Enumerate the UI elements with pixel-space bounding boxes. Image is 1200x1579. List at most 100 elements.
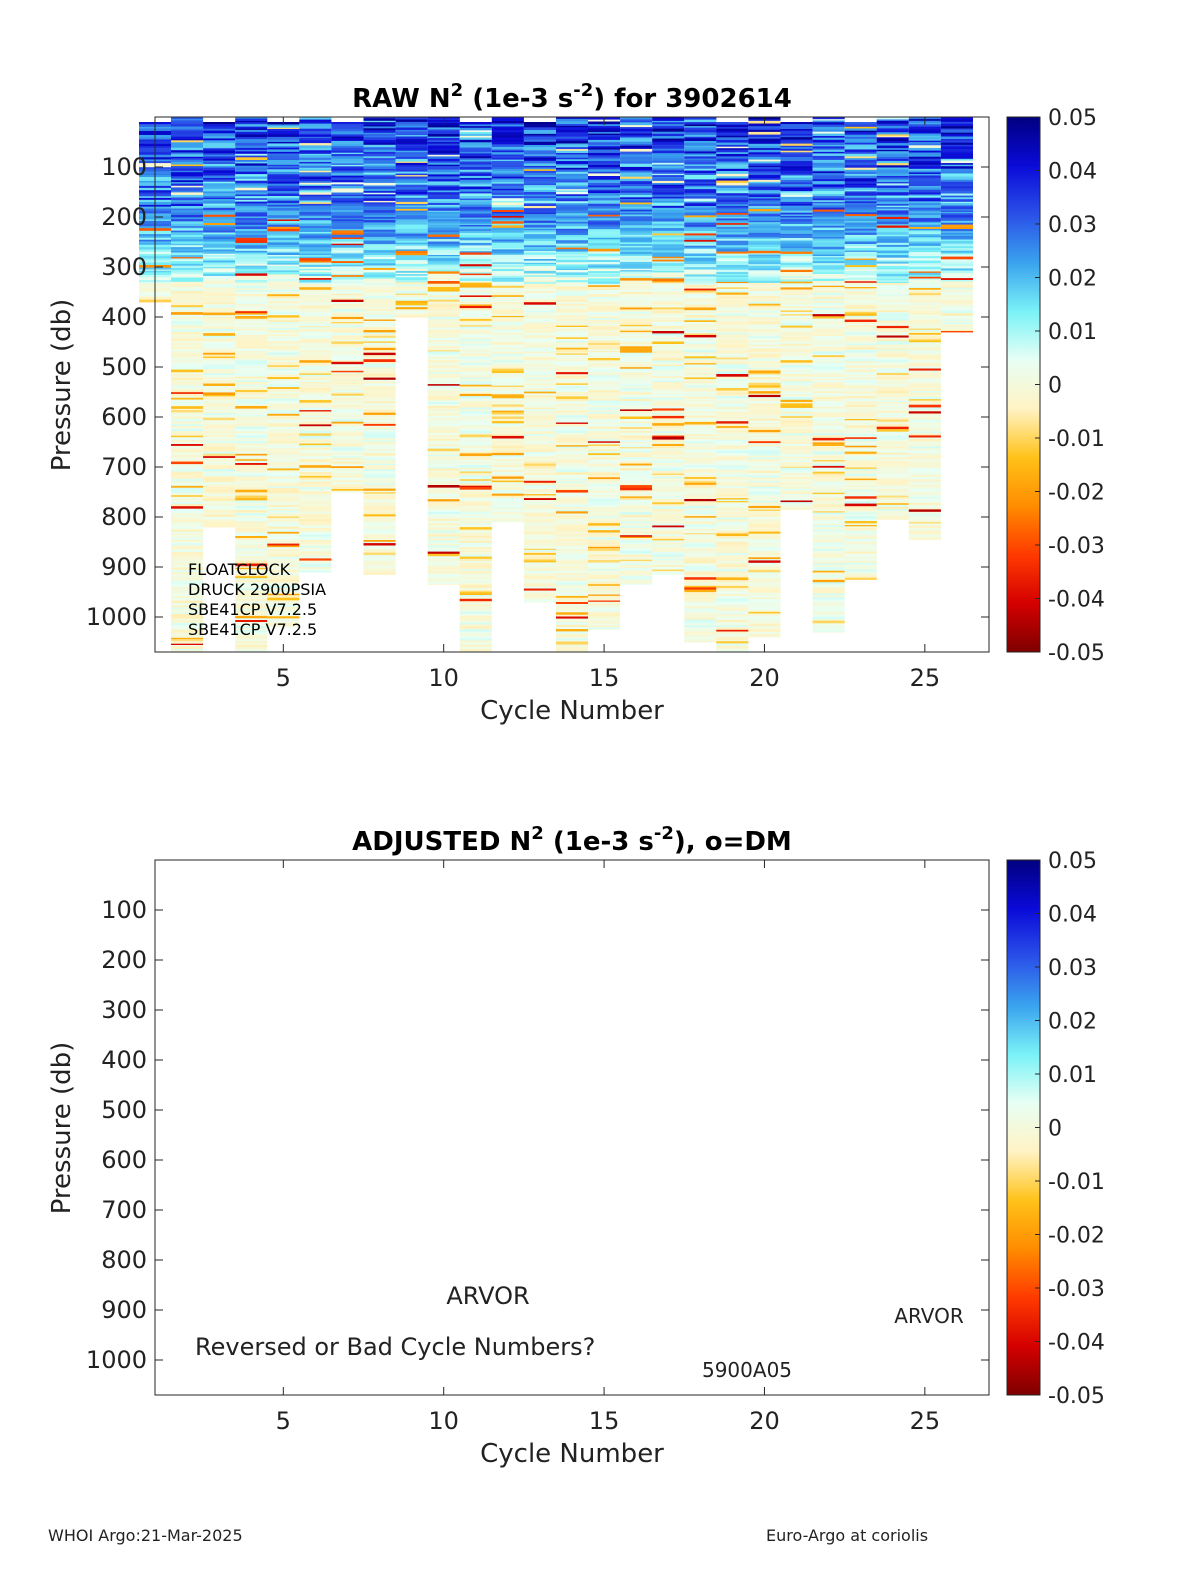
heatmap-cell — [684, 389, 716, 392]
heatmap-cell — [460, 347, 492, 350]
heatmap-cell — [267, 279, 299, 282]
heatmap-cell — [524, 324, 556, 327]
heatmap-cell — [171, 148, 203, 151]
heatmap-cell — [331, 364, 363, 367]
profile-column — [331, 122, 363, 492]
heatmap-cell — [203, 205, 235, 208]
heatmap-cell — [428, 225, 460, 228]
heatmap-cell — [748, 126, 780, 129]
heatmap-cell — [460, 354, 492, 357]
heatmap-cell — [716, 202, 748, 205]
heatmap-cell — [652, 358, 684, 361]
heatmap-cell — [524, 495, 556, 498]
heatmap-cell — [492, 203, 524, 206]
heatmap-cell — [684, 510, 716, 513]
heatmap-cell — [716, 437, 748, 440]
heatmap-cell — [620, 332, 652, 334]
heatmap-cell — [331, 473, 363, 476]
heatmap-cell — [492, 269, 524, 272]
heatmap-cell — [364, 523, 396, 526]
heatmap-cell — [171, 476, 203, 479]
heatmap-cell — [364, 350, 396, 353]
heatmap-cell — [684, 634, 716, 637]
heatmap-cell — [331, 259, 363, 262]
heatmap-cell — [460, 328, 492, 330]
heatmap-cell — [492, 155, 524, 157]
heatmap-cell — [331, 248, 363, 251]
heatmap-cell — [652, 201, 684, 203]
heatmap-cell — [524, 342, 556, 345]
heatmap-cell — [556, 224, 588, 227]
heatmap-cell — [203, 510, 235, 513]
heatmap-cell — [813, 482, 845, 485]
heatmap-cell — [556, 376, 588, 379]
heatmap-cell — [781, 365, 813, 368]
heatmap-cell — [267, 261, 299, 264]
heatmap-cell — [620, 433, 652, 436]
heatmap-cell — [588, 501, 620, 504]
heatmap-cell — [331, 333, 363, 336]
heatmap-cell — [556, 257, 588, 260]
heatmap-cell — [428, 374, 460, 377]
heatmap-cell — [171, 198, 203, 201]
heatmap-cell — [588, 316, 620, 318]
heatmap-cell — [588, 629, 620, 630]
heatmap-cell — [171, 343, 203, 346]
heatmap-cell — [556, 233, 588, 236]
heatmap-cell — [781, 235, 813, 238]
heatmap-cell — [588, 616, 620, 619]
heatmap-cell — [524, 163, 556, 166]
heatmap-cell — [235, 238, 267, 241]
heatmap-cell — [428, 131, 460, 134]
heatmap-cell — [203, 287, 235, 290]
heatmap-cell — [299, 177, 331, 180]
heatmap-cell — [684, 217, 716, 220]
heatmap-cell — [716, 350, 748, 353]
heatmap-cell — [684, 175, 716, 178]
heatmap-cell — [492, 144, 524, 147]
heatmap-cell — [556, 438, 588, 441]
heatmap-cell — [492, 488, 524, 491]
heatmap-cell — [267, 536, 299, 539]
heatmap-cell — [267, 177, 299, 180]
heatmap-cell — [781, 406, 813, 409]
heatmap-cell — [267, 289, 299, 292]
heatmap-cell — [203, 388, 235, 391]
heatmap-cell — [428, 250, 460, 253]
heatmap-cell — [267, 336, 299, 339]
heatmap-cell — [331, 417, 363, 420]
heatmap-cell — [299, 473, 331, 476]
heatmap-cell — [203, 515, 235, 518]
heatmap-cell — [781, 222, 813, 225]
heatmap-cell — [652, 231, 684, 234]
heatmap-cell — [716, 249, 748, 252]
heatmap-cell — [460, 425, 492, 427]
heatmap-cell — [460, 315, 492, 318]
heatmap-cell — [299, 492, 331, 495]
heatmap-cell — [716, 316, 748, 319]
heatmap-cell — [684, 220, 716, 223]
heatmap-cell — [748, 564, 780, 567]
heatmap-cell — [428, 464, 460, 467]
heatmap-cell — [813, 156, 845, 159]
heatmap-cell — [492, 283, 524, 286]
heatmap-cell — [203, 157, 235, 160]
heatmap-cell — [781, 206, 813, 209]
heatmap-cell — [524, 580, 556, 583]
heatmap-cell — [171, 486, 203, 488]
heatmap-cell — [556, 161, 588, 164]
heatmap-cell — [331, 428, 363, 431]
heatmap-cell — [748, 322, 780, 325]
heatmap-cell — [460, 599, 492, 602]
heatmap-cell — [460, 431, 492, 434]
heatmap-cell — [171, 355, 203, 358]
heatmap-cell — [524, 181, 556, 184]
heatmap-cell — [588, 336, 620, 339]
heatmap-cell — [588, 565, 620, 568]
heatmap-cell — [652, 478, 684, 481]
heatmap-cell — [781, 370, 813, 372]
heatmap-cell — [556, 130, 588, 133]
heatmap-cell — [684, 641, 716, 642]
heatmap-cell — [203, 427, 235, 430]
heatmap-cell — [171, 464, 203, 467]
